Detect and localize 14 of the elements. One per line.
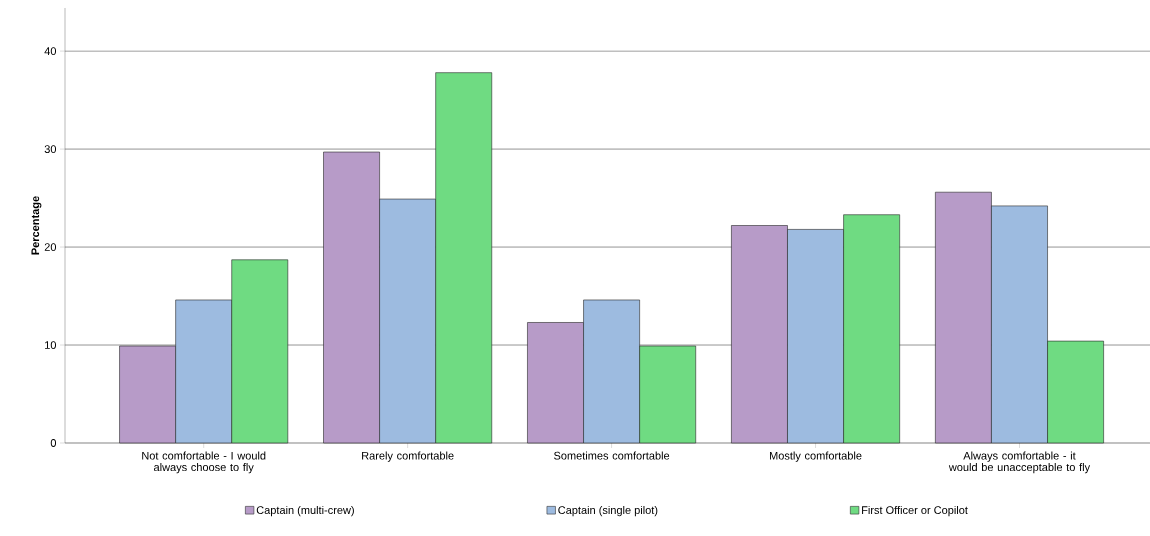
x-tick-label: Not comfortable - I would always choose to fly bbox=[142, 451, 266, 474]
x-tick-label: Rarely comfortable bbox=[362, 451, 454, 462]
y-axis-title: Percentage bbox=[31, 196, 42, 255]
y-tick-label: 20 bbox=[44, 243, 57, 251]
legend-label: Captain (multi-crew) bbox=[256, 505, 354, 517]
x-tick-label: Always comfortable - it would be unacceptable to fly bbox=[948, 451, 1091, 474]
y-tick-label: 30 bbox=[44, 145, 57, 153]
x-tick-label: Mostly comfortable bbox=[769, 451, 862, 462]
y-tick-label: 10 bbox=[45, 341, 57, 349]
x-tick-label: Sometimes comfortable bbox=[554, 451, 670, 460]
y-tick-label: 40 bbox=[44, 47, 57, 55]
y-tick-label: 0 bbox=[50, 439, 57, 447]
legend-label: Captain (single pilot) bbox=[558, 505, 658, 517]
legend-label: First Officer or Copilot bbox=[862, 505, 968, 517]
